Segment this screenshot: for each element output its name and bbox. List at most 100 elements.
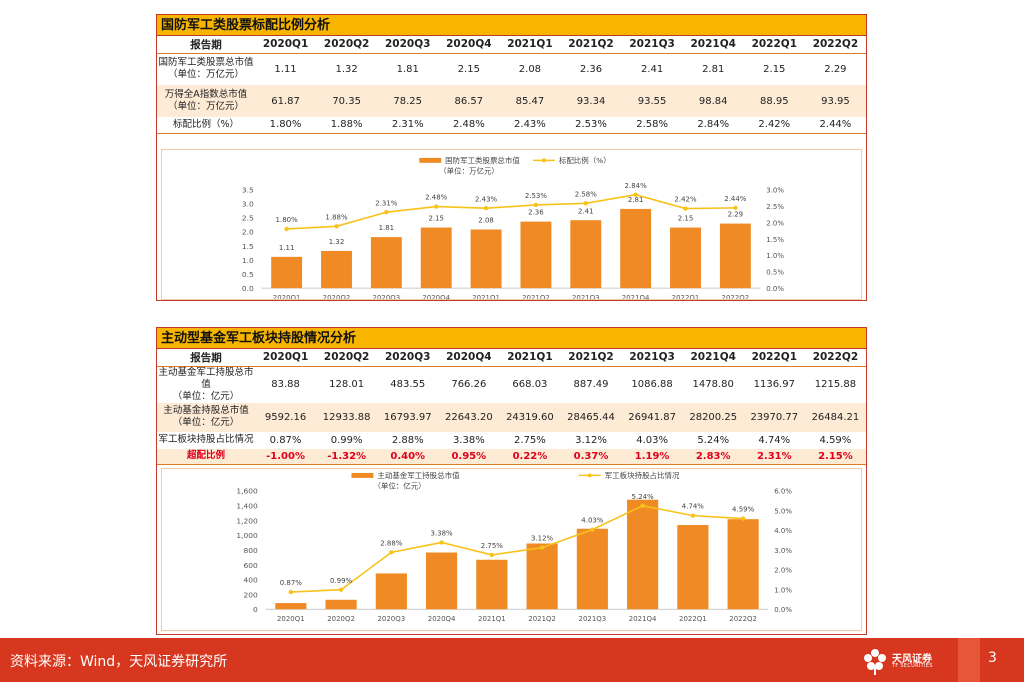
line-point xyxy=(384,209,389,215)
line-point xyxy=(539,545,545,550)
x-tick-label: 2021Q1 xyxy=(472,294,500,299)
x-tick-label: 2021Q2 xyxy=(528,615,556,623)
x-tick-label: 2020Q4 xyxy=(422,294,450,299)
y-tick-label: 600 xyxy=(243,561,258,570)
line-point xyxy=(640,503,645,508)
page-number: 3 xyxy=(988,650,997,666)
table-cell: 22643.20 xyxy=(438,402,500,432)
bar xyxy=(420,227,452,289)
line-point xyxy=(683,206,688,211)
table-cell: 4.74% xyxy=(743,431,805,449)
table-cell: 887.49 xyxy=(560,366,622,403)
y-tick-label: 1,200 xyxy=(236,516,258,525)
row-label: 超配比例 xyxy=(157,448,255,465)
bar xyxy=(576,528,608,610)
table-cell: 2.53% xyxy=(560,117,622,134)
table-row: 标配比例（%） 1.80% 1.88% 2.31% 2.48% 2.43% 2.53% 2.5… xyxy=(157,117,866,134)
line-point xyxy=(284,226,289,232)
legend-bar-label: 主动基金军工持股总市值 xyxy=(377,470,460,480)
logo-name: 天风证券 xyxy=(892,654,932,665)
legend-line-marker xyxy=(541,158,546,163)
y2-tick-label: 4.0% xyxy=(774,527,792,535)
table-cell: 2.15 xyxy=(743,53,805,85)
y2-tick-label: 1.5% xyxy=(766,236,784,244)
table-cell: 88.95 xyxy=(743,85,805,117)
bar xyxy=(520,221,552,289)
table-cell: 483.55 xyxy=(377,366,439,403)
y2-tick-label: 2.5% xyxy=(766,203,784,211)
table-cell: 1.80% xyxy=(255,117,317,134)
line-value-label: 2.88% xyxy=(380,539,403,547)
header-quarter: 2020Q1 xyxy=(255,349,317,367)
fund-holdings-chart-svg: 主动基金军工持股总市值 军工板块持股占比情况 （单位：亿元） 0 200 400 600 80… xyxy=(236,470,792,623)
allocation-chart: 国防军工类股票总市值 标配比例（%） （单位：万亿元） 0.0 0.5 1.0 1.5 2.0… xyxy=(161,149,862,300)
fund-holdings-chart: 主动基金军工持股总市值 军工板块持股占比情况 （单位：亿元） 0 200 400 600 80… xyxy=(161,468,862,631)
legend-bar-swatch xyxy=(351,472,374,478)
x-tick-label: 2021Q1 xyxy=(478,615,506,623)
table-cell: 2.15% xyxy=(804,448,866,465)
bar xyxy=(321,250,352,289)
header-quarter: 2021Q3 xyxy=(621,349,683,367)
line-point xyxy=(533,202,539,208)
line-point xyxy=(439,540,444,545)
line-value-label: 0.99% xyxy=(330,577,353,585)
line-value-label: 1.88% xyxy=(325,213,348,221)
table-cell: 4.59% xyxy=(804,431,866,449)
table-cell: 4.03% xyxy=(621,431,683,449)
panel-title: 国防军工类股票标配比例分析 xyxy=(157,15,866,36)
header-quarter: 2021Q3 xyxy=(621,36,683,54)
y-tick-label: 2.0 xyxy=(242,228,254,237)
y-tick-label: 1,000 xyxy=(236,531,258,540)
table-cell: 2.75% xyxy=(499,431,561,449)
header-quarter: 2020Q3 xyxy=(377,349,439,367)
y2-tick-label: 3.0% xyxy=(774,547,792,555)
table-cell: 2.08 xyxy=(499,53,561,85)
header-quarter: 2020Q2 xyxy=(316,349,378,367)
y2-tick-label: 6.0% xyxy=(774,488,792,496)
line-value-label: 4.03% xyxy=(581,517,604,525)
bar-value-label: 2.15 xyxy=(678,215,694,223)
table-cell: 5.24% xyxy=(682,431,744,449)
defense-stock-allocation-panel: 国防军工类股票标配比例分析 报告期 2020Q1 2020Q2 2020Q3 2020Q… xyxy=(156,14,867,301)
table-cell: -1.00% xyxy=(255,448,317,465)
line-point xyxy=(733,205,738,211)
table-cell: 766.26 xyxy=(438,366,500,403)
bar xyxy=(526,543,558,610)
fund-holdings-table: 报告期 2020Q1 2020Q2 2020Q3 2020Q4 2021Q1 2021Q2 2… xyxy=(157,349,866,465)
y-tick-label: 1,400 xyxy=(236,502,258,511)
y2-tick-label: 2.0% xyxy=(766,219,784,227)
table-cell: 2.41 xyxy=(621,53,683,85)
line-value-label: 2.42% xyxy=(674,196,697,204)
table-cell: 2.88% xyxy=(377,431,439,449)
header-period: 报告期 xyxy=(157,36,255,54)
bar xyxy=(627,499,659,610)
bar xyxy=(325,599,357,610)
bar-value-label: 2.29 xyxy=(728,211,744,219)
x-tick-label: 2021Q3 xyxy=(579,615,607,623)
line-value-label: 4.74% xyxy=(682,503,705,511)
x-tick-label: 2020Q3 xyxy=(378,615,406,623)
table-cell: 24319.60 xyxy=(499,402,561,432)
table-cell: 0.22% xyxy=(499,448,561,465)
fund-holdings-panel: 主动型基金军工板块持股情况分析 报告期 2020Q1 2020Q2 2020Q3 202… xyxy=(156,327,867,635)
line-point xyxy=(483,206,489,211)
bar-value-label: 1.32 xyxy=(329,238,345,246)
table-cell: 93.55 xyxy=(621,85,683,117)
logo-subtitle: TF SECURITIES xyxy=(892,663,933,669)
y-tick-label: 3.0 xyxy=(242,200,254,209)
line-point xyxy=(334,224,339,229)
header-quarter: 2022Q1 xyxy=(743,349,805,367)
y2-tick-label: 0.0% xyxy=(774,606,792,614)
x-tick-label: 2022Q1 xyxy=(679,615,707,623)
table-header-row: 报告期 2020Q1 2020Q2 2020Q3 2020Q4 2021Q1 2021Q2 2… xyxy=(157,349,866,367)
bar xyxy=(727,519,759,610)
table-cell: 0.37% xyxy=(560,448,622,465)
footer-accent xyxy=(958,638,980,682)
header-quarter: 2020Q1 xyxy=(255,36,317,54)
line-value-label: 2.58% xyxy=(575,190,598,198)
table-cell: 1215.88 xyxy=(804,366,866,403)
flower-logo-icon xyxy=(864,649,886,675)
header-period: 报告期 xyxy=(157,349,255,367)
header-quarter: 2022Q2 xyxy=(804,36,866,54)
bar-value-label: 2.81 xyxy=(628,196,644,204)
